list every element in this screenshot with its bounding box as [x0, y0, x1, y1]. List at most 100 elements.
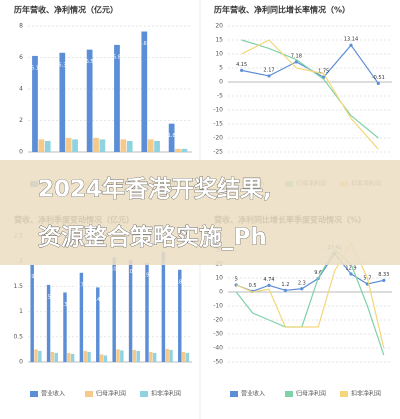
data-label: 2.3: [298, 280, 306, 286]
bar: [181, 351, 186, 362]
bar: [152, 352, 157, 362]
bar: [114, 44, 120, 152]
bar: [147, 139, 154, 152]
bar: [93, 137, 99, 152]
bar: [128, 259, 133, 362]
legend-label: 扣非净利润: [151, 390, 181, 398]
data-label: 2.17: [263, 67, 274, 73]
y-tick-label: 1.5: [13, 283, 23, 290]
y-tick-label: 4: [19, 86, 23, 93]
chart-title: 历年营收、净利同比增长率情况（%）: [214, 5, 350, 15]
data-label: 7.18: [291, 53, 302, 59]
bar: [63, 292, 67, 362]
point: [267, 283, 271, 287]
y-tick-label: 2: [19, 117, 23, 124]
y-tick-label: 0: [219, 79, 223, 86]
bar: [149, 351, 153, 362]
bar: [38, 350, 42, 362]
point: [283, 288, 287, 292]
data-label: 1.2: [281, 282, 289, 288]
bar: [178, 269, 182, 362]
y-tick-label: -5: [217, 93, 223, 100]
bar: [34, 349, 38, 362]
line: [241, 39, 379, 150]
data-label: -0.51: [372, 75, 385, 81]
legend-swatch: [30, 391, 38, 397]
bar: [99, 354, 104, 362]
bar: [83, 350, 87, 362]
data-label: 1.53: [43, 294, 54, 300]
bar: [30, 264, 34, 362]
data-label: 8.33: [378, 272, 389, 278]
legend-label: 归母净利润: [296, 390, 326, 398]
legend-swatch: [230, 391, 238, 397]
bar: [181, 148, 188, 152]
line: [235, 249, 385, 356]
bar: [79, 272, 84, 362]
y-tick-label: 0: [19, 359, 23, 366]
data-label: 5: [235, 277, 238, 283]
data-label: 1.48: [92, 297, 103, 303]
bar: [120, 139, 127, 152]
bar: [38, 139, 45, 152]
y-tick-label: 5: [219, 65, 223, 72]
bar: [132, 349, 137, 362]
bar: [99, 139, 106, 152]
legend-label: 营业收入: [241, 390, 265, 398]
legend-swatch: [340, 391, 348, 397]
data-label: 0.5: [249, 283, 257, 289]
bar: [103, 355, 108, 362]
data-label: 1.75: [318, 69, 329, 75]
data-label: 1.83: [174, 279, 185, 285]
point: [349, 272, 353, 276]
y-tick-label: -20: [213, 135, 223, 142]
bar: [32, 55, 38, 152]
data-label: 6.5: [86, 59, 94, 65]
bar: [168, 123, 175, 152]
bar: [86, 49, 93, 152]
y-tick-label: 1: [19, 308, 23, 315]
chart-title: 历年营收、净利情况（亿元）: [14, 5, 118, 15]
banner-line: 2024年香港开奖结果,: [38, 176, 272, 203]
line: [235, 252, 384, 292]
data-label: 12.9: [345, 265, 356, 271]
bar: [120, 350, 124, 362]
bar: [116, 349, 120, 362]
y-tick-label: -20: [213, 317, 223, 324]
banner-bg: [0, 160, 400, 265]
data-label: 4.74: [263, 277, 274, 283]
bar: [44, 140, 51, 152]
bar: [72, 139, 78, 152]
bar: [185, 352, 190, 362]
data-label: 1.38: [59, 302, 70, 308]
bar: [165, 348, 169, 362]
legend-swatch: [85, 391, 93, 397]
point: [300, 287, 304, 291]
data-label: 1.93: [27, 274, 38, 280]
y-tick-label: -30: [213, 331, 223, 338]
point: [294, 60, 298, 64]
data-label: 1.8: [168, 133, 176, 139]
legend-label: 归母净利润: [96, 390, 126, 398]
bar: [67, 352, 71, 362]
bar: [96, 287, 100, 362]
bar: [46, 284, 51, 362]
banner-line: 资源整合策略实施_Ph: [38, 224, 267, 251]
data-label: 1.96: [141, 273, 152, 279]
bar: [145, 263, 149, 362]
bar: [154, 140, 160, 152]
y-tick-label: 20: [215, 23, 223, 30]
bar: [141, 31, 148, 153]
y-tick-label: 0.5: [13, 333, 23, 340]
bar: [65, 137, 72, 152]
y-tick-label: -10: [213, 303, 223, 310]
bar: [50, 351, 55, 362]
legend-label: 营业收入: [41, 390, 65, 398]
y-tick-label: 6: [19, 54, 23, 61]
point: [267, 74, 271, 78]
point: [240, 68, 244, 72]
bar: [169, 349, 173, 362]
data-label: 6.8: [113, 54, 121, 60]
y-tick-label: 8: [19, 23, 23, 30]
bar: [175, 148, 181, 152]
